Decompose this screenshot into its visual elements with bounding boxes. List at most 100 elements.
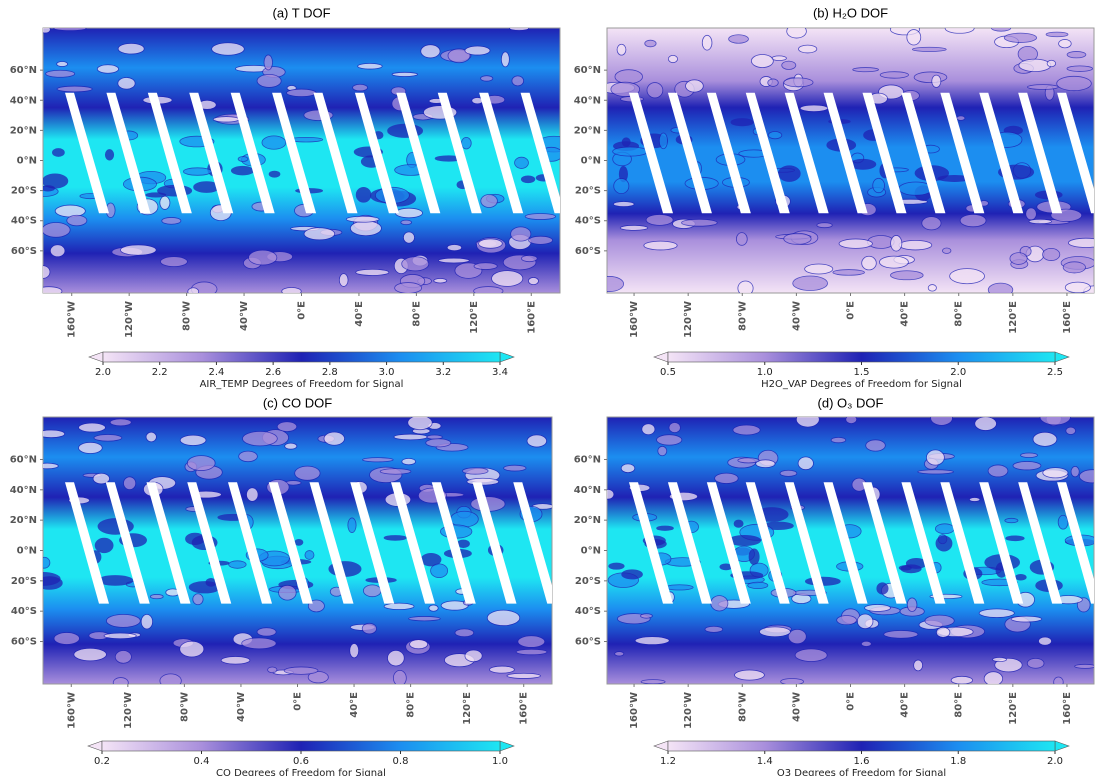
map-texture-blob bbox=[238, 450, 258, 463]
map-texture-blob bbox=[1066, 65, 1093, 72]
y-tick-label: 60°S bbox=[575, 246, 601, 257]
map-texture-blob bbox=[737, 280, 754, 293]
map-texture-blob bbox=[527, 277, 539, 285]
colorbar-tick-label: 2.6 bbox=[265, 367, 281, 378]
map-texture-blob bbox=[935, 535, 953, 552]
map-texture-blob bbox=[656, 525, 674, 531]
map-texture-blob bbox=[520, 175, 536, 184]
map-texture-blob bbox=[838, 238, 873, 249]
map-texture-blob bbox=[103, 632, 137, 640]
map-texture-blob bbox=[728, 34, 749, 44]
map-texture-blob bbox=[267, 666, 278, 674]
map-texture-blob bbox=[263, 54, 273, 71]
colorbar bbox=[101, 740, 501, 752]
map-texture-blob bbox=[950, 675, 974, 684]
map-texture-blob bbox=[1005, 535, 1025, 542]
map-texture-blob bbox=[109, 418, 132, 427]
orbit-gap bbox=[437, 92, 482, 214]
map-texture-blob bbox=[276, 421, 298, 433]
x-tick-label: 120°E bbox=[469, 301, 480, 334]
orbit-gap bbox=[823, 482, 868, 604]
orbit-gap bbox=[106, 92, 151, 214]
map-texture-blob bbox=[898, 240, 933, 251]
colorbar-extend-low bbox=[653, 351, 669, 363]
map-texture-blob bbox=[852, 67, 879, 73]
y-tick-label: 60°N bbox=[574, 65, 601, 76]
map-texture-blob bbox=[620, 463, 636, 474]
colorbar-label: O3 Degrees of Freedom for Signal bbox=[777, 768, 946, 776]
orbit-gap bbox=[823, 92, 868, 214]
map-texture-blob bbox=[393, 433, 428, 441]
x-tick-label: 80°E bbox=[954, 301, 965, 327]
map-texture-blob bbox=[140, 613, 154, 630]
map-texture-blob bbox=[349, 643, 360, 659]
map-texture-blob bbox=[612, 146, 649, 157]
colorbar bbox=[667, 351, 1056, 363]
map-texture-blob bbox=[616, 43, 627, 56]
orbit-gap bbox=[354, 92, 399, 214]
orbit-gap bbox=[706, 92, 751, 214]
y-tick-label: 40°N bbox=[574, 95, 601, 106]
map-texture-blob bbox=[1026, 657, 1045, 669]
colorbar-tick-label: 0.6 bbox=[293, 756, 309, 767]
map-texture-blob bbox=[1066, 51, 1087, 59]
colorbar-tick-label: 0.4 bbox=[194, 756, 210, 767]
y-tick-label: 20°N bbox=[10, 125, 37, 136]
colorbar-label: AIR_TEMP Degrees of Freedom for Signal bbox=[200, 379, 404, 390]
orbit-gap bbox=[1057, 482, 1094, 604]
map-texture-blob bbox=[783, 77, 814, 88]
map-texture-blob bbox=[621, 569, 643, 580]
orbit-gap bbox=[629, 92, 673, 214]
map-texture-blob bbox=[634, 636, 670, 646]
orbit-gap bbox=[784, 92, 829, 214]
map-texture-blob bbox=[49, 244, 66, 258]
map-texture-blob bbox=[307, 671, 329, 684]
map-texture-blob bbox=[349, 220, 382, 237]
map-texture-blob bbox=[879, 71, 909, 79]
map-texture-blob bbox=[145, 192, 167, 198]
map-texture-blob bbox=[278, 584, 297, 601]
map-texture-blob bbox=[913, 71, 948, 84]
orbit-gap bbox=[105, 482, 150, 604]
orbit-gap bbox=[391, 482, 435, 604]
map-texture-blob bbox=[924, 614, 955, 627]
map-texture-blob bbox=[43, 462, 59, 470]
map-texture-blob bbox=[621, 137, 631, 147]
y-tick-label: 0°N bbox=[17, 546, 37, 557]
map-texture-blob bbox=[438, 257, 470, 264]
map-texture-blob bbox=[667, 54, 678, 64]
x-tick-label: 160°W bbox=[67, 301, 78, 338]
map-texture-blob bbox=[733, 519, 744, 528]
x-tick-label: 120°E bbox=[462, 692, 473, 725]
map-texture-blob bbox=[900, 564, 922, 574]
map-texture-blob bbox=[974, 417, 997, 431]
orbit-gap bbox=[396, 92, 441, 214]
map-texture-blob bbox=[43, 222, 71, 238]
y-tick-label: 40°S bbox=[575, 216, 601, 227]
map-texture bbox=[607, 28, 1094, 293]
colorbar-tick-label: 2.0 bbox=[1047, 756, 1063, 767]
map-texture-blob bbox=[338, 273, 349, 287]
map-texture-blob bbox=[425, 438, 452, 448]
map-texture-blob bbox=[43, 429, 66, 439]
colorbar-label: H2O_VAP Degrees of Freedom for Signal bbox=[761, 379, 962, 390]
map-texture-blob bbox=[619, 224, 649, 231]
orbit-gap bbox=[862, 92, 907, 214]
map-texture-blob bbox=[149, 594, 164, 600]
x-tick-label: 120°E bbox=[1008, 692, 1019, 725]
map-texture-blob bbox=[935, 626, 951, 638]
map-texture-blob bbox=[261, 135, 287, 150]
map-texture-blob bbox=[1012, 461, 1042, 471]
map-texture-blob bbox=[612, 201, 635, 208]
y-tick-label: 40°N bbox=[10, 485, 37, 496]
map-texture-blob bbox=[710, 595, 729, 612]
y-tick-label: 40°S bbox=[575, 606, 601, 617]
map-texture-blob bbox=[43, 173, 69, 189]
x-tick-label: 40°E bbox=[900, 692, 911, 718]
map-texture-blob bbox=[528, 235, 553, 245]
map-texture-blob bbox=[93, 434, 123, 442]
map-texture-blob bbox=[489, 665, 515, 674]
colorbar-tick-label: 2.2 bbox=[152, 367, 168, 378]
map-texture-blob bbox=[1064, 281, 1091, 293]
y-tick-label: 0°N bbox=[581, 546, 601, 557]
